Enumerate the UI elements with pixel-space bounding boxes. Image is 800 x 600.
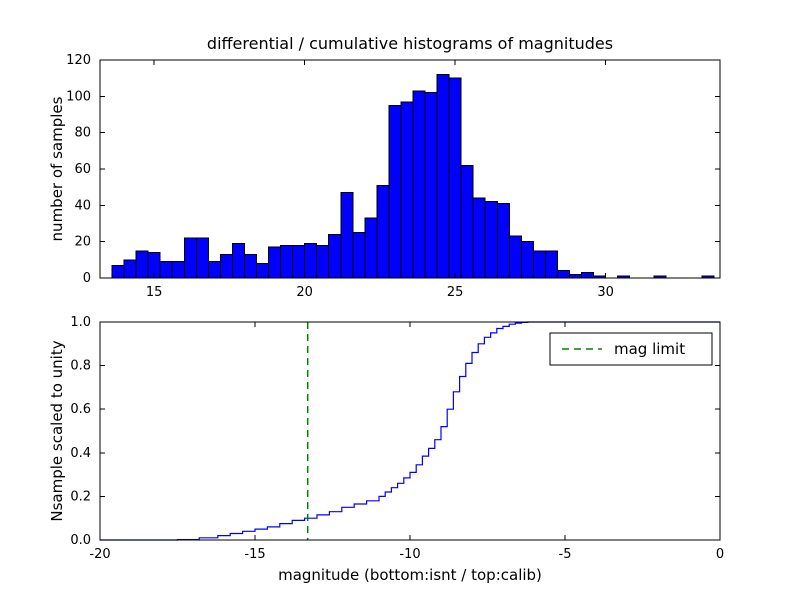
- top-plot-ytick-label: 60: [74, 162, 91, 177]
- histogram-bar: [219, 253, 233, 279]
- histogram-bar: [292, 244, 306, 279]
- top-plot-ytick-label: 20: [74, 235, 91, 250]
- histogram-bar: [424, 92, 438, 279]
- histogram-bar: [111, 264, 125, 279]
- histogram-bar: [280, 244, 294, 279]
- histogram-bar: [304, 242, 318, 279]
- histogram-bar: [581, 272, 595, 279]
- histogram-bar: [520, 241, 534, 279]
- bottom-plot-ytick-label: 0.2: [70, 489, 91, 504]
- histogram-bar: [460, 164, 474, 279]
- histogram-bar: [171, 261, 185, 279]
- histogram-bar: [183, 237, 197, 279]
- bottom-plot-xtick-label: 0: [716, 547, 724, 562]
- histogram-bar: [544, 250, 558, 279]
- histogram-bar: [364, 217, 378, 279]
- histogram-bar: [231, 242, 245, 279]
- bottom-plot-xlabel: magnitude (bottom:isnt / top:calib): [278, 566, 542, 584]
- histogram-bar: [472, 197, 486, 279]
- bottom-plot-ytick-label: 0.0: [70, 533, 91, 548]
- cumulative-step-line: [100, 321, 720, 541]
- histogram-bar: [352, 232, 366, 279]
- bottom-plot-ytick-label: 0.4: [70, 446, 91, 461]
- top-plot-xtick-label: 30: [597, 285, 614, 300]
- top-plot-xtick-label: 15: [146, 285, 163, 300]
- bottom-plot-xtick-label: -15: [244, 547, 265, 562]
- bottom-plot-ytick-label: 0.6: [70, 402, 91, 417]
- histogram-bar: [243, 253, 258, 279]
- bottom-plot-ytick-label: 0.8: [70, 359, 91, 374]
- top-plot-ytick-label: 80: [74, 126, 91, 141]
- top-plot-ytick-label: 0: [83, 271, 91, 286]
- bottom-plot-frame: [99, 321, 721, 541]
- histogram-bar: [436, 74, 450, 279]
- bottom-plot-xtick-label: -20: [89, 547, 110, 562]
- top-plot-xtick-label: 20: [296, 285, 313, 300]
- histogram-bar: [268, 246, 282, 279]
- legend-label: mag limit: [614, 340, 685, 358]
- histogram-bar: [556, 270, 571, 279]
- top-plot-ytick-label: 120: [66, 53, 91, 68]
- histogram-bar: [532, 250, 546, 279]
- histogram-bar: [135, 250, 149, 279]
- histogram-bar: [376, 184, 390, 279]
- histogram-bar: [412, 90, 426, 279]
- histogram-bar: [448, 77, 462, 279]
- histogram-bar: [195, 237, 209, 279]
- top-plot-ytick-label: 40: [74, 198, 91, 213]
- histogram-bar: [207, 261, 221, 279]
- top-plot-ytick-label: 100: [66, 89, 91, 104]
- histogram-bar: [159, 261, 173, 279]
- histogram-bar: [400, 101, 414, 279]
- bottom-plot-ytick-label: 1.0: [70, 315, 91, 330]
- histogram-bar: [256, 262, 270, 279]
- histogram-bar: [569, 273, 583, 279]
- histogram-bar: [123, 259, 137, 279]
- histogram-bar: [340, 192, 354, 279]
- histogram-bar: [388, 104, 402, 279]
- bottom-plot-xtick-label: -5: [559, 547, 572, 562]
- chart-title: differential / cumulative histograms of …: [206, 34, 614, 53]
- histogram-bar: [484, 201, 498, 279]
- histogram-bar: [328, 233, 342, 279]
- histogram-bar: [316, 244, 330, 279]
- top-plot-xtick-label: 25: [447, 285, 464, 300]
- top-plot-frame: [99, 59, 721, 279]
- histogram-bar: [508, 235, 522, 279]
- legend-box: [549, 332, 713, 366]
- histogram-bar: [496, 203, 510, 279]
- bottom-plot-xtick-label: -10: [399, 547, 420, 562]
